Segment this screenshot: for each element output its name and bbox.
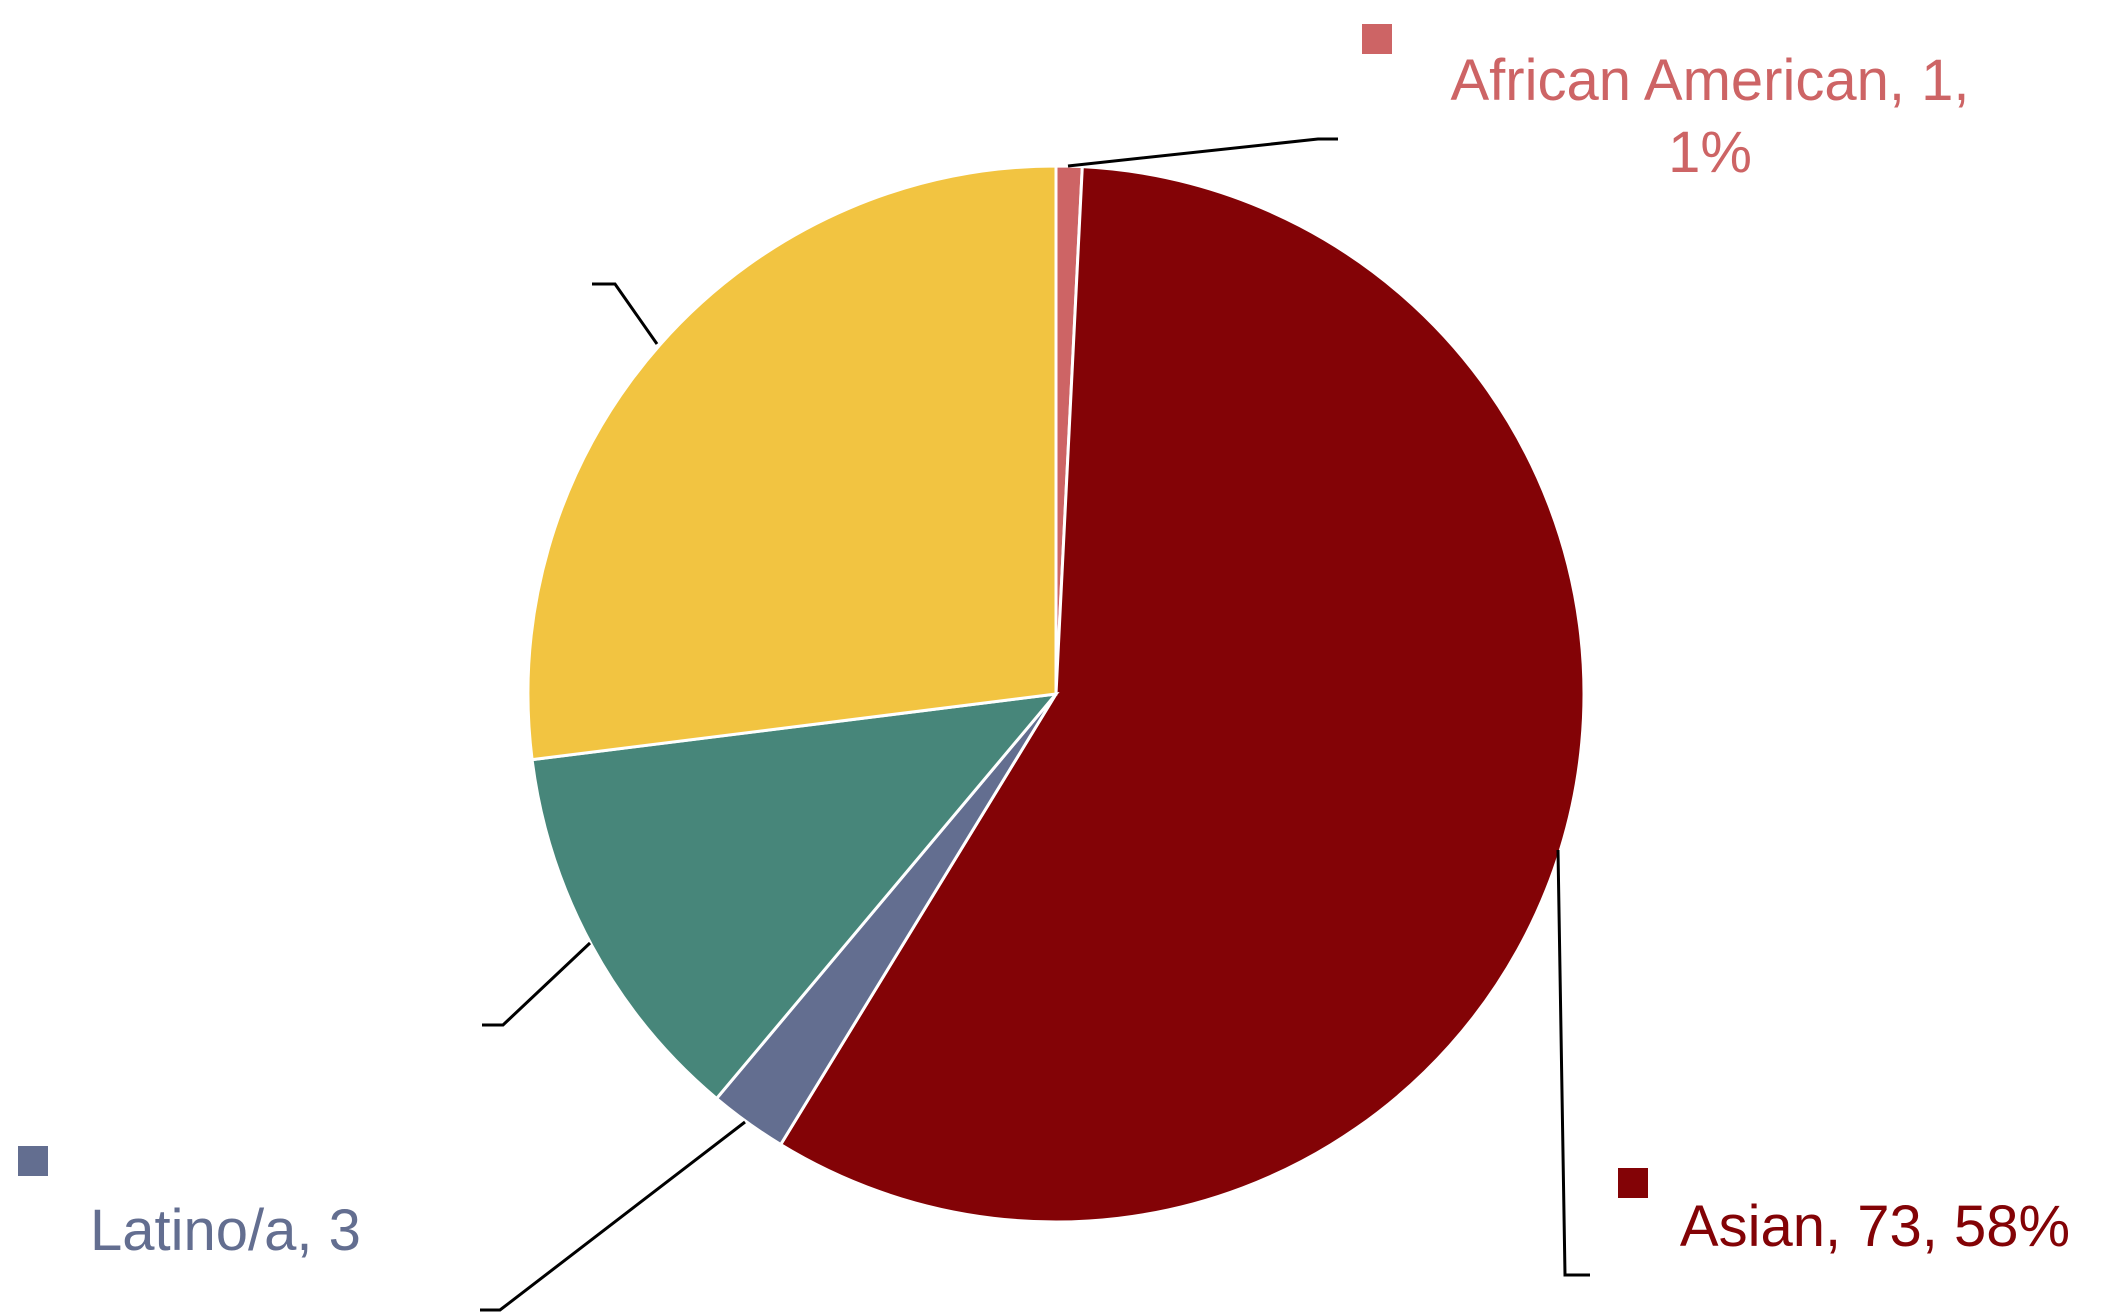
leader-line-unlabeled-3	[482, 941, 592, 1027]
pie-slice-unlabeled-3	[530, 692, 1060, 1101]
data-label-african-american: African American, 1,	[1451, 48, 1970, 113]
leader-line-african-american	[1067, 137, 1338, 168]
labels-group: African American, 1, 1% Asian, 73, 58% Lati…	[18, 24, 2070, 1263]
leader-lines-group	[480, 137, 1590, 1312]
slices-group	[526, 164, 1586, 1224]
legend-swatch-asian	[1618, 1168, 1648, 1198]
data-label-asian: Asian, 73, 58%	[1680, 1194, 2070, 1259]
leader-line-latino-a	[480, 1120, 746, 1312]
leader-line-asian	[1556, 849, 1590, 1277]
data-label-african-american-line2: 1%	[1668, 120, 1752, 185]
data-label-latino-a: Latino/a, 3	[90, 1198, 361, 1263]
legend-swatch-latino-a	[18, 1146, 48, 1176]
pie-slice-asian	[778, 165, 1586, 1224]
leader-line-unlabeled-4	[592, 282, 659, 345]
pie-slice-unlabeled-4	[526, 164, 1058, 762]
legend-swatch-african-american	[1362, 24, 1392, 54]
